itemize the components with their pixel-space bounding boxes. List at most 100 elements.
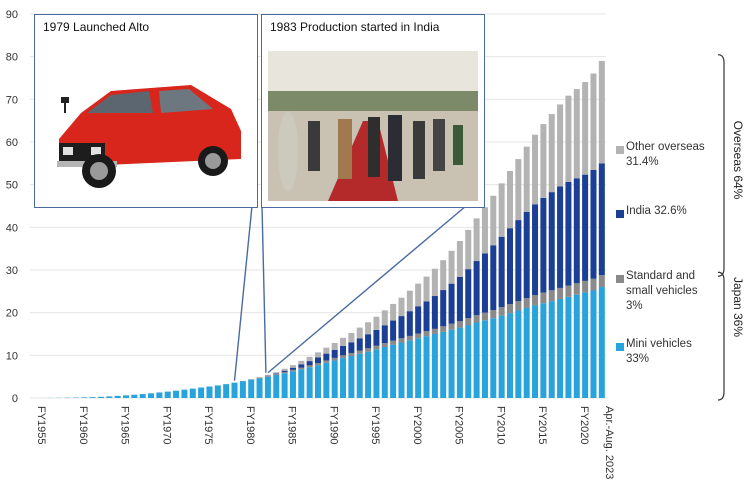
bar-segment	[590, 278, 597, 291]
bar-segment	[456, 321, 463, 328]
bar-segment	[323, 347, 330, 354]
india-callout-line	[267, 205, 467, 374]
bar-segment	[406, 311, 413, 336]
alto-car-image	[41, 51, 251, 201]
x-tick-label: FY1985	[286, 406, 298, 445]
x-tick-label: FY2000	[411, 406, 423, 445]
india-callout-title: 1983 Production started in India	[270, 20, 440, 34]
bar-segment	[548, 301, 555, 398]
bar-segment	[348, 352, 355, 356]
bar-segment	[81, 397, 88, 398]
bar-segment	[582, 174, 589, 281]
bar-segment	[481, 312, 488, 321]
bar-segment	[465, 318, 472, 326]
bar-segment	[431, 334, 438, 398]
bar-segment	[356, 350, 363, 354]
bar-segment	[523, 211, 530, 299]
bar-segment	[365, 334, 372, 349]
bar-segment	[506, 313, 514, 398]
x-tick-label: FY2010	[494, 406, 506, 445]
bar-segment	[532, 305, 539, 398]
bar-segment	[273, 372, 280, 374]
bar-segment	[356, 338, 363, 351]
bar-segment	[131, 394, 138, 398]
bar-segment	[557, 299, 564, 398]
bar-segment	[573, 178, 580, 284]
bar-segment	[490, 195, 497, 246]
y-tick-label: 90	[6, 9, 18, 21]
bar-segment	[440, 331, 447, 398]
legend-swatch-other-overseas	[616, 146, 624, 154]
bar-segment	[398, 316, 405, 339]
bar-segment	[456, 276, 463, 322]
x-axis: FY1955 FY1960 FY1965 FY1970 FY1975 FY1980 FY19…	[35, 406, 615, 479]
y-tick-label: 50	[6, 180, 18, 192]
bar-segment	[406, 290, 413, 312]
bar-segment	[532, 295, 539, 306]
bar-segment	[473, 261, 480, 316]
bar-segment	[423, 301, 430, 332]
bar-segment	[264, 374, 271, 376]
bar-segment	[573, 89, 580, 179]
bar-segment	[506, 171, 514, 229]
bar-segment	[348, 355, 355, 398]
y-tick-label: 20	[6, 308, 18, 320]
bar-segment	[373, 349, 380, 398]
bar-segment	[323, 353, 330, 361]
bar-segment	[331, 360, 338, 398]
bar-segment	[390, 344, 397, 398]
bar-segment	[314, 365, 322, 398]
x-tick-label: FY1975	[202, 406, 214, 445]
bar-segment	[340, 337, 347, 346]
callout-lines	[233, 205, 467, 381]
alto-callout-title: 1979 Launched Alto	[43, 20, 150, 34]
bar-segment	[506, 304, 514, 314]
bar-segment	[557, 287, 564, 300]
bar-segment	[314, 352, 322, 358]
bar-segment	[189, 388, 196, 398]
group-bracket	[717, 271, 725, 401]
bar-segment	[298, 367, 305, 370]
bar-segment	[306, 356, 313, 362]
bar-segment	[565, 181, 572, 286]
bar-segment	[415, 306, 422, 334]
bar-segment	[490, 245, 497, 311]
bar-segment	[465, 325, 472, 398]
bar-segment	[97, 396, 104, 398]
bar-segment	[373, 316, 380, 330]
bar-segment	[289, 367, 296, 370]
bar-segment	[473, 315, 480, 323]
bar-segment	[289, 365, 296, 368]
group-brackets	[717, 54, 725, 401]
bar-segment	[423, 331, 430, 337]
bar-segment	[590, 73, 597, 170]
bar-segment	[273, 374, 280, 398]
bar-segment	[540, 303, 547, 398]
bar-segment	[256, 378, 263, 398]
legend-swatch-india	[616, 210, 624, 218]
bar-segment	[598, 60, 605, 164]
bar-segment	[390, 340, 397, 345]
bar-segment	[523, 298, 530, 308]
bar-segment	[423, 276, 430, 302]
alto-callout-line	[233, 205, 253, 381]
india-ceremony-image	[268, 51, 478, 201]
bar-segment	[314, 357, 322, 364]
bar-segment	[281, 370, 288, 372]
bar-segment	[498, 307, 505, 316]
bar-segment	[415, 338, 422, 398]
bar-segment	[548, 290, 555, 302]
bar-segment	[273, 373, 280, 375]
bar-segment	[481, 253, 488, 313]
bar-segment	[465, 229, 472, 270]
bar-segment	[481, 207, 488, 254]
bar-segment	[314, 363, 322, 366]
bar-segment	[398, 338, 405, 343]
bar-segment	[523, 307, 530, 398]
bar-segment	[248, 379, 255, 398]
legend-other-overseas: Other overseas 31.4%	[626, 141, 705, 168]
bar-segment	[540, 124, 547, 198]
bar-segment	[323, 362, 330, 398]
bar-segment	[164, 391, 171, 398]
x-tick-label: FY2005	[453, 406, 465, 445]
